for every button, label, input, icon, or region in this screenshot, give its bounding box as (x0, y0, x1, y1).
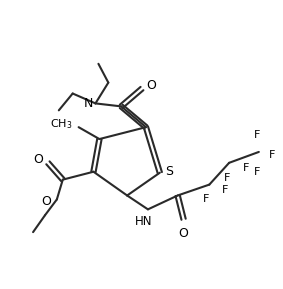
Text: F: F (222, 185, 229, 194)
Text: F: F (269, 150, 275, 160)
Text: O: O (179, 227, 188, 240)
Text: N: N (84, 97, 93, 110)
Text: F: F (203, 194, 209, 204)
Text: O: O (33, 153, 43, 166)
Text: HN: HN (135, 215, 153, 228)
Text: O: O (146, 79, 156, 92)
Text: F: F (243, 163, 249, 173)
Text: S: S (165, 165, 173, 178)
Text: CH$_3$: CH$_3$ (50, 117, 73, 131)
Text: F: F (254, 167, 260, 177)
Text: F: F (254, 130, 260, 140)
Text: F: F (224, 173, 230, 183)
Text: O: O (41, 195, 51, 208)
